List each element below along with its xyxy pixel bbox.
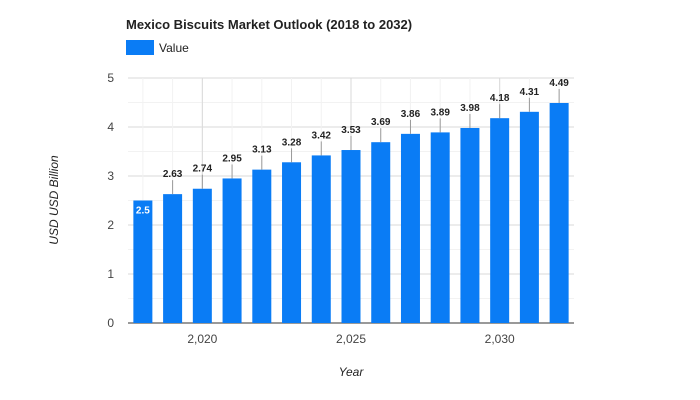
bar	[430, 132, 450, 323]
bar	[460, 127, 480, 323]
data-label: 3.53	[341, 125, 361, 136]
bars	[133, 102, 569, 324]
bar	[371, 142, 391, 323]
data-label: 3.98	[460, 103, 480, 114]
data-label: 3.13	[252, 145, 272, 156]
bar	[549, 102, 569, 324]
bar	[341, 150, 361, 323]
bar	[519, 111, 539, 323]
x-axis-ticks: 2,020 2,025 2,030	[187, 332, 515, 346]
bar	[252, 169, 272, 323]
data-label: 3.28	[282, 137, 302, 148]
x-tick-label: 2,025	[336, 332, 366, 346]
data-label: 2.63	[163, 169, 183, 180]
y-axis-label: USD USD Billion	[47, 155, 61, 245]
y-tick-label: 4	[107, 120, 114, 134]
y-tick-label: 2	[107, 218, 114, 232]
y-tick-label: 1	[107, 267, 114, 281]
data-label: 2.95	[222, 153, 242, 164]
data-label: 4.18	[490, 93, 510, 104]
bar	[133, 200, 153, 323]
data-label: 2.5	[136, 206, 150, 217]
data-label: 4.49	[549, 78, 569, 89]
data-label: 4.31	[520, 87, 540, 98]
bar	[222, 178, 242, 323]
bar	[282, 162, 302, 323]
legend: Value	[126, 40, 189, 55]
data-label: 2.74	[193, 164, 213, 175]
data-labels: 2.5 2.63 2.74 2.95 3.13 3.28 3.42 3.53 3.69 3.86 3…	[136, 78, 569, 217]
bar	[311, 155, 331, 323]
y-tick-label: 5	[107, 71, 114, 85]
y-tick-label: 0	[107, 316, 114, 330]
y-tick-label: 3	[107, 169, 114, 183]
bar	[163, 194, 183, 323]
data-label: 3.69	[371, 117, 391, 128]
x-axis-label: Year	[339, 365, 365, 379]
x-tick-label: 2,030	[485, 332, 515, 346]
y-axis-ticks: 0 1 2 3 4 5	[107, 71, 114, 330]
data-label: 3.86	[401, 109, 421, 120]
x-tick-label: 2,020	[187, 332, 217, 346]
chart-title: Mexico Biscuits Market Outlook (2018 to …	[126, 17, 412, 32]
legend-swatch	[126, 40, 154, 55]
data-label: 3.42	[312, 130, 332, 141]
legend-label: Value	[159, 41, 189, 55]
data-label: 3.89	[430, 107, 450, 118]
bar	[490, 118, 510, 324]
bar	[400, 133, 420, 323]
bar	[192, 188, 212, 323]
